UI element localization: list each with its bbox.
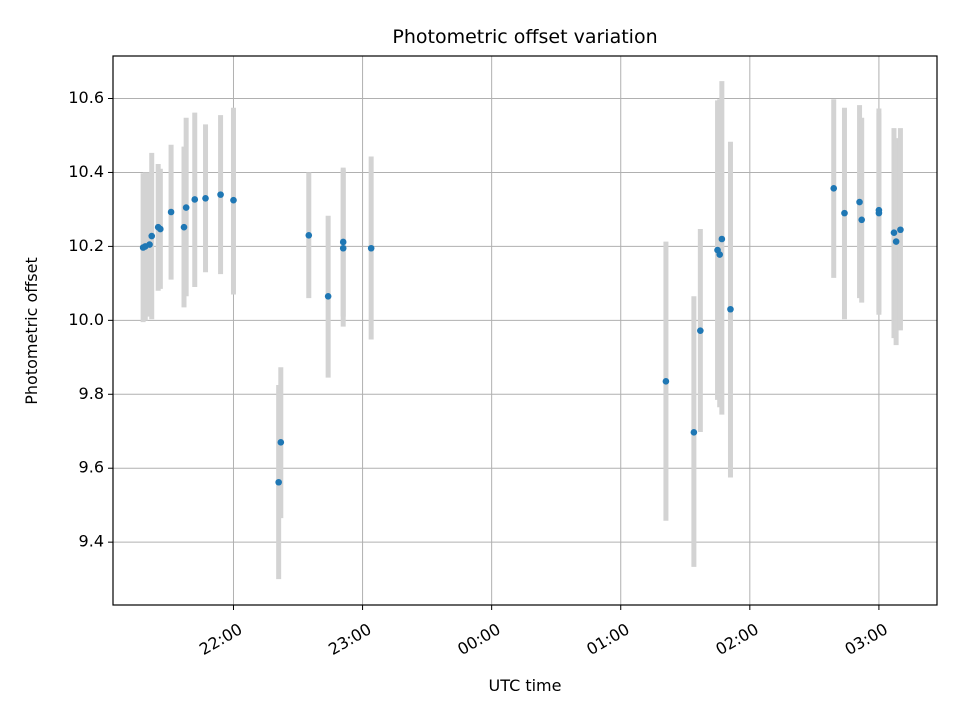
plot-area-frame [112, 55, 938, 606]
data-point [339, 244, 347, 252]
data-point [718, 235, 726, 243]
data-point [305, 232, 313, 239]
data-point [324, 293, 332, 300]
data-point [217, 191, 224, 198]
data-point [146, 241, 153, 248]
data-point [856, 198, 863, 206]
data-point [890, 229, 898, 237]
data-point [277, 439, 285, 446]
chart-title: Photometric offset variation [392, 26, 657, 48]
data-point [275, 478, 282, 486]
data-point [727, 305, 734, 313]
y-axis-ticks: 9.4 9.6 9.8 10.0 10.2 10.4 10.6 [68, 88, 113, 551]
data-points [139, 185, 904, 486]
y-tick-label: 9.6 [79, 458, 104, 477]
data-point [858, 216, 865, 224]
data-point [182, 204, 190, 211]
data-point [157, 225, 164, 233]
data-point [690, 429, 698, 436]
data-point [830, 185, 838, 192]
data-point [339, 238, 347, 246]
data-point [697, 327, 704, 334]
data-point [191, 196, 199, 203]
data-point [897, 226, 904, 234]
data-point [662, 378, 670, 385]
y-axis-title: Photometric offset [22, 257, 41, 405]
data-point [167, 208, 175, 216]
y-tick-label: 9.4 [79, 532, 104, 551]
y-tick-label: 10.4 [68, 162, 104, 181]
y-tick-label: 9.8 [79, 384, 104, 403]
y-tick-label: 10.2 [68, 236, 104, 255]
data-point [148, 232, 156, 240]
data-point [180, 223, 188, 231]
y-tick-label: 10.6 [68, 88, 104, 107]
x-axis-title: UTC time [489, 676, 562, 695]
data-point [230, 196, 237, 204]
data-point [367, 244, 375, 252]
data-point [875, 209, 883, 217]
data-point [841, 209, 848, 217]
y-tick-label: 10.0 [68, 310, 104, 329]
data-point [202, 195, 209, 202]
data-point [716, 251, 724, 258]
data-point [892, 238, 900, 245]
